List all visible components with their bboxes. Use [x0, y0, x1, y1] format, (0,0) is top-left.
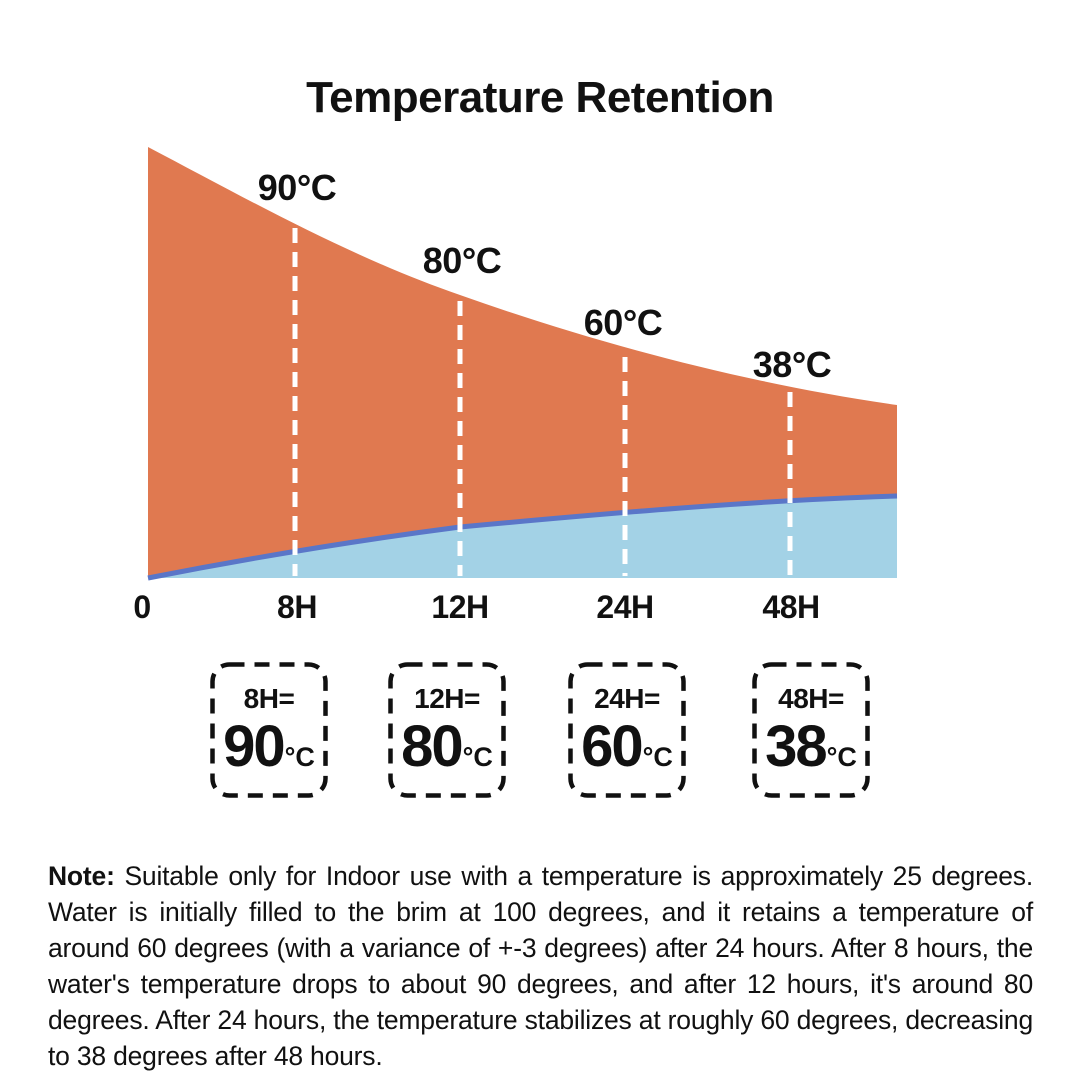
dashed-frame — [568, 662, 686, 798]
curve-label-48h: 38°C — [752, 344, 832, 385]
curve-label-12h: 80°C — [422, 240, 502, 281]
curve-label-24h: 60°C — [583, 302, 663, 343]
note-paragraph: Note: Suitable only for Indoor use with … — [48, 858, 1033, 1074]
callout-8h: 8H= 90 °C — [210, 662, 328, 798]
callout-time: 12H= — [414, 683, 480, 715]
callout-value: 90 — [223, 713, 285, 779]
callout-unit: °C — [642, 741, 673, 772]
chart-canvas — [147, 147, 898, 581]
callout-value: 38 — [765, 713, 827, 779]
callout-unit: °C — [284, 741, 315, 772]
x-tick-12h: 12H — [431, 589, 489, 625]
callout-24h: 24H= 60 °C — [568, 662, 686, 798]
dashed-frame — [388, 662, 506, 798]
callout-time: 24H= — [594, 683, 660, 715]
page-title: Temperature Retention — [306, 73, 774, 123]
callout-time: 48H= — [778, 683, 844, 715]
hot-area — [148, 147, 897, 578]
dashed-frame — [210, 662, 328, 798]
x-tick-0: 0 — [133, 589, 151, 625]
x-tick-8h: 8H — [277, 589, 317, 625]
callout-48h: 48H= 38 °C — [752, 662, 870, 798]
curve-label-8h: 90°C — [257, 167, 337, 208]
callout-unit: °C — [462, 741, 493, 772]
divider-line — [147, 493, 898, 581]
x-tick-24h: 24H — [596, 589, 654, 625]
note-label: Note: — [48, 860, 115, 891]
dashed-frame — [752, 662, 870, 798]
callout-value-line: 60 °C — [581, 713, 673, 779]
callout-unit: °C — [826, 741, 857, 772]
callout-value: 80 — [401, 713, 463, 779]
callout-value-line: 90 °C — [223, 713, 315, 779]
callout-value-line: 80 °C — [401, 713, 493, 779]
note-text: Suitable only for Indoor use with a temp… — [48, 860, 1033, 1071]
callout-value-line: 38 °C — [765, 713, 857, 779]
x-tick-48h: 48H — [762, 589, 820, 625]
callout-time: 8H= — [243, 683, 295, 715]
callout-12h: 12H= 80 °C — [388, 662, 506, 798]
cool-area — [148, 496, 897, 578]
callout-value: 60 — [581, 713, 643, 779]
temperature-chart: 90°C 80°C 60°C 38°C 0 8H 12H 24H 48H — [133, 147, 898, 625]
